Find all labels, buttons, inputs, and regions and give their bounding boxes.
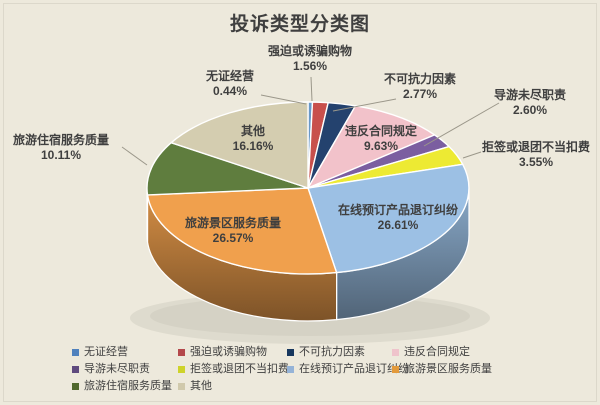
legend-swatch-icon — [178, 366, 185, 373]
legend-swatch-icon — [287, 366, 294, 373]
legend-label: 强迫或诱骗购物 — [190, 346, 267, 358]
legend-item-7: 旅游景区服务质量 — [392, 363, 492, 376]
legend-swatch-icon — [72, 366, 79, 373]
slice-label-percent: 0.44% — [212, 84, 248, 98]
slice-label-name: 拒签或退团不当扣费 — [481, 140, 591, 154]
slice-label-name: 无证经营 — [205, 69, 255, 83]
legend-item-4: 导游未尽职责 — [72, 363, 150, 376]
legend-swatch-icon — [178, 383, 185, 390]
slice-label-outside-5: 拒签或退团不当扣费 3.55% — [482, 140, 590, 170]
leader-line-0 — [260, 94, 307, 105]
slice-label-name: 其他 — [240, 124, 266, 138]
legend-item-5: 拒签或退团不当扣费 — [178, 363, 289, 376]
legend-label: 不可抗力因素 — [299, 346, 365, 358]
legend-label: 在线预订产品退订纠纷 — [299, 363, 409, 375]
slice-label-inside-3: 违反合同规定 9.63% — [345, 124, 417, 154]
leader-line-4 — [423, 102, 500, 147]
legend-swatch-icon — [72, 383, 79, 390]
leader-line-2 — [332, 98, 397, 112]
slice-label-name: 在线预订产品退订纠纷 — [337, 203, 459, 217]
slice-label-outside-2: 不可抗力因素 2.77% — [384, 72, 456, 102]
legend-swatch-icon — [287, 349, 294, 356]
slice-label-inside-6: 在线预订产品退订纠纷 26.61% — [338, 203, 458, 233]
slice-label-percent: 3.55% — [518, 155, 554, 169]
slice-label-outside-8: 旅游住宿服务质量 10.11% — [13, 133, 109, 163]
legend-swatch-icon — [178, 349, 185, 356]
legend-item-0: 无证经营 — [72, 346, 128, 359]
legend-item-9: 其他 — [178, 380, 212, 393]
slice-label-inside-9: 其他 16.16% — [233, 124, 274, 154]
slice-label-percent: 2.60% — [512, 103, 548, 117]
chart-title: 投诉类型分类图 — [229, 14, 370, 35]
slice-label-outside-0: 无证经营 0.44% — [206, 69, 254, 99]
slice-label-percent: 26.57% — [212, 231, 254, 245]
legend-label: 旅游景区服务质量 — [404, 363, 492, 375]
pie-slice-9 — [170, 101, 309, 189]
legend-swatch-icon — [72, 349, 79, 356]
slice-label-name: 强迫或诱骗购物 — [267, 44, 353, 58]
slice-label-name: 不可抗力因素 — [383, 72, 457, 86]
pie-slice-7 — [146, 187, 338, 275]
legend-item-3: 违反合同规定 — [392, 346, 470, 359]
legend-label: 旅游住宿服务质量 — [84, 380, 172, 392]
legend-label: 违反合同规定 — [404, 346, 470, 358]
pie-slice-8 — [146, 142, 309, 196]
slice-label-name: 违反合同规定 — [344, 124, 418, 138]
legend-label: 导游未尽职责 — [84, 363, 150, 375]
slice-label-percent: 16.16% — [232, 139, 274, 153]
slice-label-name: 旅游景区服务质量 — [184, 216, 282, 230]
pie-slice-6 — [307, 163, 470, 274]
legend-item-6: 在线预订产品退订纠纷 — [287, 363, 409, 376]
slice-label-name: 旅游住宿服务质量 — [12, 133, 110, 147]
slice-label-outside-4: 导游未尽职责 2.60% — [494, 88, 566, 118]
leader-line-1 — [310, 76, 313, 102]
slice-label-percent: 9.63% — [363, 139, 399, 153]
slice-label-percent: 2.77% — [402, 87, 438, 101]
legend-label: 无证经营 — [84, 346, 128, 358]
leader-line-8 — [121, 146, 148, 166]
slice-label-outside-1: 强迫或诱骗购物 1.56% — [268, 44, 352, 74]
slice-label-percent: 26.61% — [377, 218, 419, 232]
legend-label: 其他 — [190, 380, 212, 392]
legend-item-2: 不可抗力因素 — [287, 346, 365, 359]
legend-label: 拒签或退团不当扣费 — [190, 363, 289, 375]
legend-item-1: 强迫或诱骗购物 — [178, 346, 267, 359]
legend-swatch-icon — [392, 349, 399, 356]
slice-label-name: 导游未尽职责 — [493, 88, 567, 102]
slice-label-inside-7: 旅游景区服务质量 26.57% — [185, 216, 281, 246]
slice-label-percent: 10.11% — [40, 148, 82, 162]
legend-swatch-icon — [392, 366, 399, 373]
leader-line-5 — [462, 151, 482, 159]
legend-item-8: 旅游住宿服务质量 — [72, 380, 172, 393]
slice-label-percent: 1.56% — [292, 59, 328, 73]
